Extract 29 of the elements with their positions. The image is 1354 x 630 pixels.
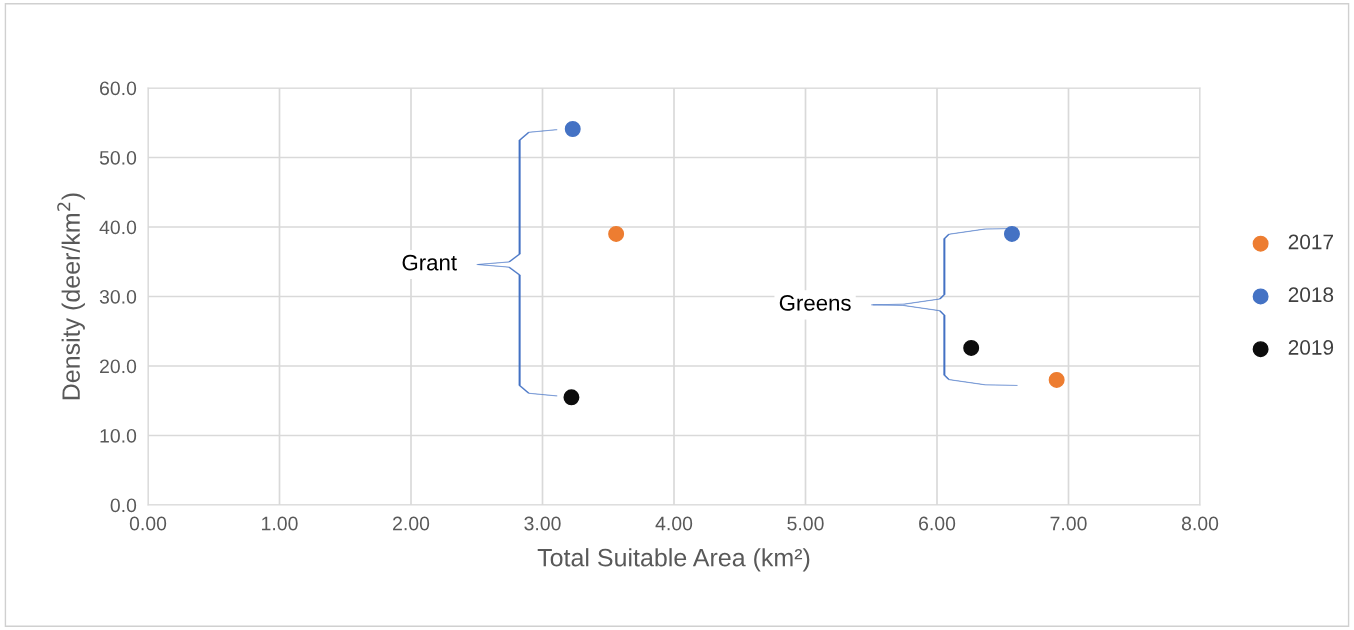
y-tick-label: 40.0 <box>99 220 137 235</box>
x-tick-label: 5.00 <box>787 516 824 531</box>
point <box>564 121 581 137</box>
x-axis-title: Total Suitable Area (km²) <box>537 548 810 572</box>
legend-label: 2018 <box>1288 287 1334 303</box>
y-tick-label: 50.0 <box>99 150 137 165</box>
x-tick-label: 4.00 <box>655 516 693 531</box>
y-tick-label: 0.0 <box>110 498 137 513</box>
x-tick-label: 2.00 <box>393 516 430 531</box>
point <box>563 389 580 406</box>
legend-label: 2017 <box>1288 234 1334 250</box>
x-tick-label: 1.00 <box>262 516 298 531</box>
legend-label: 2019 <box>1288 340 1334 355</box>
y-axis-title: Density (deer/km$^{2}$) <box>57 193 85 400</box>
x-tick-label: 8.00 <box>1181 516 1219 531</box>
point <box>1048 371 1065 388</box>
y-tick-label: 10.0 <box>100 428 137 443</box>
y-tick-label: 60.0 <box>100 81 137 96</box>
point <box>963 339 980 356</box>
annotation: Greens <box>779 295 851 311</box>
x-tick-label: 3.00 <box>524 516 561 531</box>
point <box>608 225 625 242</box>
x-tick-label: 6.00 <box>919 516 956 531</box>
y-tick-label: 20.0 <box>100 359 137 374</box>
y-tick-label: 30.0 <box>99 289 137 304</box>
point <box>1003 225 1020 242</box>
x-tick-label: 0.00 <box>129 516 167 531</box>
x-tick-label: 7.00 <box>1050 516 1087 531</box>
annotation: Grant <box>402 254 457 271</box>
